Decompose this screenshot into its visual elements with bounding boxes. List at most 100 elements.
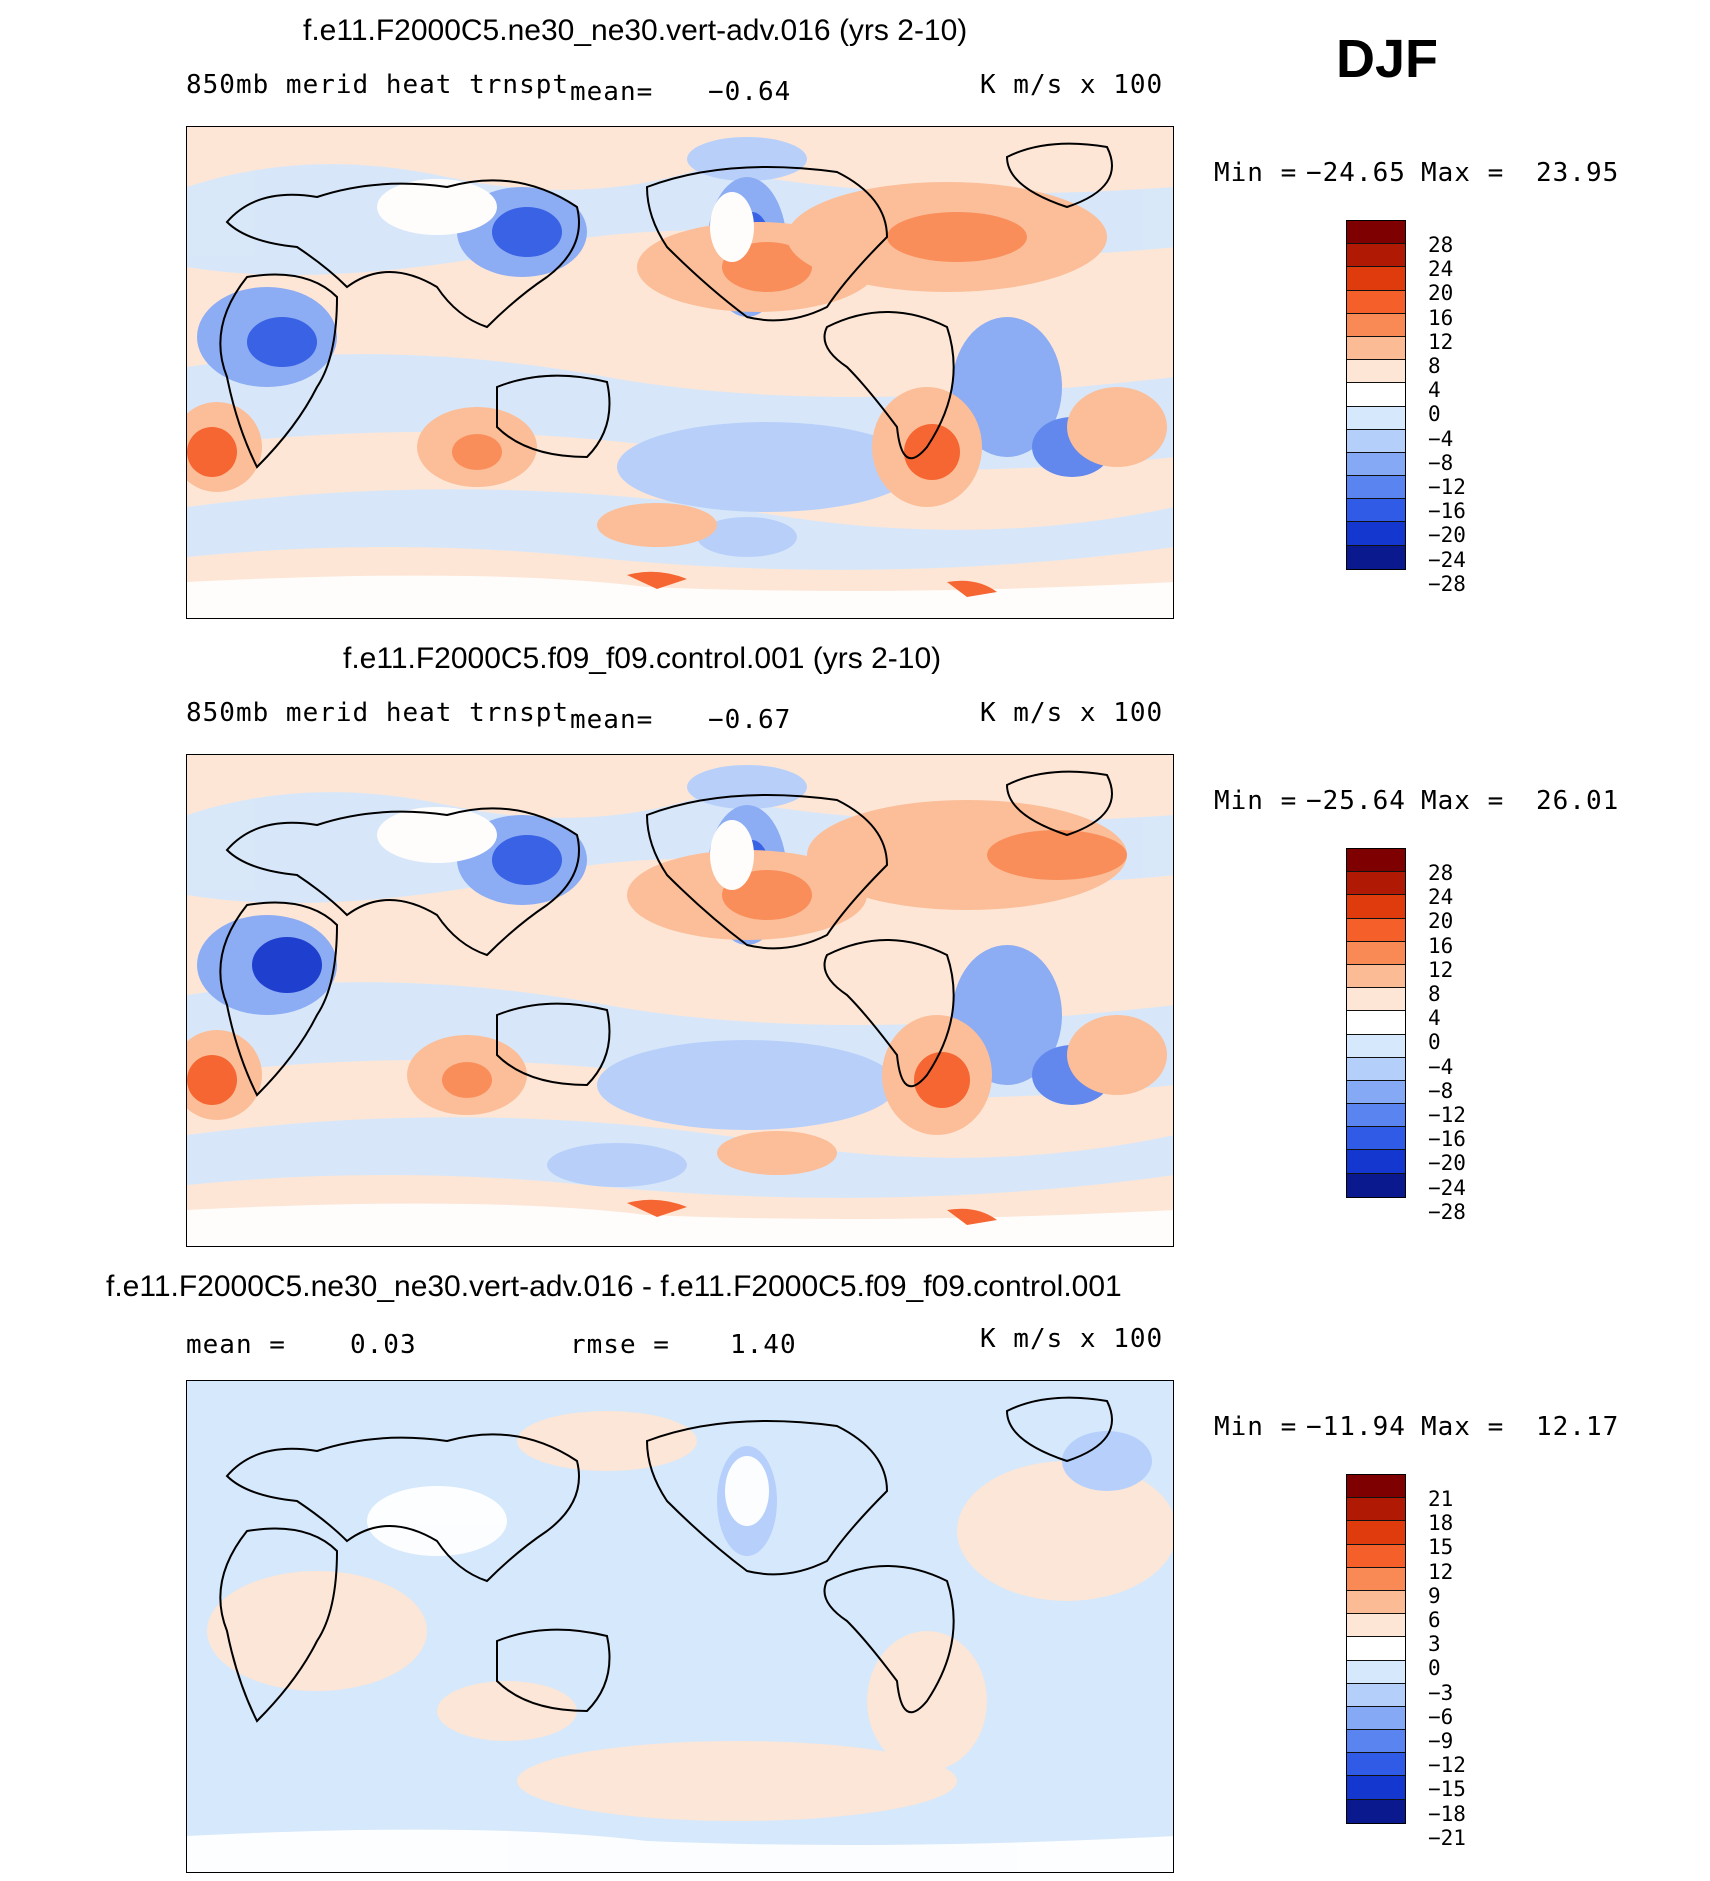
colorbar-swatch [1347,313,1405,337]
panel3-mean-value: 0.03 [350,1330,417,1360]
colorbar-swatch [1347,290,1405,314]
colorbar-tick-label: 3 [1428,1632,1441,1657]
colorbar-swatch [1347,872,1405,896]
panel3-rmse-value: 1.40 [730,1330,797,1360]
panel2-units: K m/s x 100 [980,698,1164,728]
colorbar-swatch [1347,1057,1405,1081]
panel1-title: f.e11.F2000C5.ne30_ne30.vert-adv.016 (yr… [303,14,968,47]
panel1-min-label: Min = [1214,158,1298,188]
colorbar-swatch [1347,1127,1405,1151]
panel1-max-value: 23.95 [1536,158,1620,188]
colorbar-tick-label: −16 [1428,1127,1466,1152]
panel1-mean-value: −0.64 [708,77,792,107]
colorbar-swatch [1347,406,1405,430]
colorbar-tick-label: 28 [1428,233,1454,257]
colorbar-swatch [1347,1034,1405,1058]
colorbar-tick-label: −24 [1428,1175,1466,1200]
colorbar-tick-label: 0 [1428,402,1441,427]
colorbar-swatch [1347,452,1405,477]
panel1-colorbar [1346,220,1406,570]
panel3-colorbar [1346,1474,1406,1824]
colorbar-tick-label: 12 [1428,1559,1454,1584]
colorbar-tick-label: −12 [1428,1103,1466,1128]
colorbar-tick-label: −12 [1428,475,1466,500]
colorbar-swatch [1347,1475,1405,1499]
colorbar-swatch [1347,1637,1405,1661]
colorbar-swatch [1347,1104,1405,1128]
panel1-colorbar-labels: 28 24 20 16 12 8 4 0 −4 −8 −12 −16 −20 −24 −28 [1428,233,1466,596]
panel2-mean-value: −0.67 [708,705,792,735]
colorbar-swatch [1347,429,1405,453]
panel3-max-value: 12.17 [1536,1412,1620,1442]
colorbar-swatch [1347,988,1405,1012]
colorbar-tick-label: −3 [1428,1680,1454,1705]
colorbar-tick-label: −21 [1428,1825,1466,1850]
colorbar-tick-label: −6 [1428,1704,1454,1729]
colorbar-swatch [1347,1173,1405,1197]
colorbar-swatch [1347,1799,1405,1823]
colorbar-swatch [1347,267,1405,291]
colorbar-tick-label: 6 [1428,1608,1441,1633]
colorbar-swatch [1347,1567,1405,1591]
colorbar-tick-label: 9 [1428,1583,1441,1608]
colorbar-swatch [1347,476,1405,500]
colorbar-tick-label: −16 [1428,499,1466,524]
colorbar-tick-label: −8 [1428,1078,1454,1103]
colorbar-swatch [1347,1683,1405,1707]
colorbar-tick-label: 4 [1428,378,1441,403]
colorbar-tick-label: 12 [1428,329,1454,354]
panel2-min-value: −25.64 [1306,786,1406,816]
colorbar-tick-label: −4 [1428,1054,1454,1079]
colorbar-swatch [1347,895,1405,919]
colorbar-tick-label: 20 [1428,281,1454,306]
colorbar-swatch [1347,522,1405,546]
colorbar-swatch [1347,1150,1405,1174]
colorbar-tick-label: −24 [1428,547,1466,572]
panel1-max-label: Max = [1421,158,1505,188]
panel1-variable-label: 850mb merid heat trnspt [186,70,570,100]
colorbar-swatch [1347,1080,1405,1105]
panel2-max-label: Max = [1421,786,1505,816]
colorbar-swatch [1347,1614,1405,1638]
season-label: DJF [1336,29,1439,89]
colorbar-tick-label: −28 [1428,1199,1466,1224]
colorbar-swatch [1347,1730,1405,1754]
colorbar-tick-label: −18 [1428,1801,1466,1826]
colorbar-swatch [1347,1498,1405,1522]
panel1-map [186,126,1174,619]
panel3-max-label: Max = [1421,1412,1505,1442]
panel3-mean-label: mean = [186,1330,286,1360]
colorbar-swatch [1347,918,1405,942]
colorbar-tick-label: 18 [1428,1511,1454,1536]
colorbar-swatch [1347,244,1405,268]
colorbar-tick-label: 20 [1428,909,1454,934]
colorbar-tick-label: 16 [1428,933,1454,958]
panel3-colorbar-labels: 21 18 15 12 9 6 3 0 −3 −6 −9 −12 −15 −18 −21 [1428,1487,1466,1850]
colorbar-tick-label: −28 [1428,571,1466,596]
panel2-min-label: Min = [1214,786,1298,816]
colorbar-tick-label: 24 [1428,257,1454,282]
panel2-colorbar-labels: 28 24 20 16 12 8 4 0 −4 −8 −12 −16 −20 −24 −28 [1428,861,1466,1224]
colorbar-swatch [1347,1660,1405,1684]
colorbar-tick-label: 15 [1428,1535,1454,1560]
colorbar-tick-label: 21 [1428,1487,1454,1511]
colorbar-swatch [1347,1544,1405,1568]
panel2-map [186,754,1174,1247]
colorbar-tick-label: −20 [1428,1151,1466,1176]
colorbar-swatch [1347,360,1405,384]
panel3-units: K m/s x 100 [980,1324,1164,1354]
panel1-mean-label: mean= [570,77,654,107]
colorbar-tick-label: 28 [1428,861,1454,885]
panel2-colorbar [1346,848,1406,1198]
colorbar-swatch [1347,964,1405,989]
colorbar-tick-label: −8 [1428,450,1454,475]
colorbar-tick-label: 16 [1428,305,1454,330]
panel2-variable-label: 850mb merid heat trnspt [186,698,570,728]
panel3-rmse-label: rmse = [570,1330,670,1360]
colorbar-swatch [1347,1706,1405,1731]
panel1-units: K m/s x 100 [980,70,1164,100]
panel3-min-value: −11.94 [1306,1412,1406,1442]
colorbar-tick-label: 0 [1428,1656,1441,1681]
colorbar-tick-label: 8 [1428,354,1441,379]
panel3-map [186,1380,1174,1873]
